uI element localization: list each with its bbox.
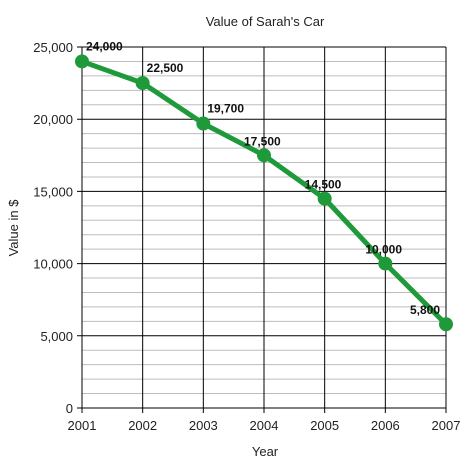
y-tick-label: 0 bbox=[66, 401, 73, 416]
y-tick-label: 25,000 bbox=[33, 40, 73, 55]
data-label: 22,500 bbox=[147, 61, 184, 75]
y-tick-label: 5,000 bbox=[40, 329, 73, 344]
data-label: 17,500 bbox=[244, 134, 281, 148]
data-point bbox=[378, 256, 393, 271]
y-tick-label: 20,000 bbox=[33, 112, 73, 127]
axis-ticks: 0 5,000 10,000 15,000 20,000 25,000 2001 2002 20… bbox=[33, 40, 460, 433]
chart-series bbox=[75, 54, 453, 332]
x-tick-label: 2005 bbox=[310, 418, 339, 433]
y-axis-label: Value in $ bbox=[6, 199, 21, 257]
x-axis-label: Year bbox=[252, 444, 279, 459]
x-tick-label: 2004 bbox=[250, 418, 279, 433]
data-label: 19,700 bbox=[207, 102, 244, 116]
x-tick-label: 2002 bbox=[128, 418, 157, 433]
chart-grid bbox=[77, 46, 447, 413]
x-tick-label: 2003 bbox=[189, 418, 218, 433]
data-label: 14,500 bbox=[305, 178, 342, 192]
data-point bbox=[75, 54, 89, 69]
data-point bbox=[439, 317, 453, 332]
data-point bbox=[317, 191, 332, 206]
x-tick-label: 2006 bbox=[371, 418, 400, 433]
chart-title: Value of Sarah's Car bbox=[206, 14, 325, 29]
data-label: 10,000 bbox=[365, 243, 402, 257]
y-tick-label: 10,000 bbox=[33, 257, 73, 272]
x-tick-label: 2007 bbox=[432, 418, 461, 433]
data-label: 5,800 bbox=[410, 303, 440, 317]
data-point bbox=[257, 148, 271, 163]
data-labels: 24,000 22,500 19,700 17,500 14,500 10,000 5,80… bbox=[86, 39, 440, 317]
x-tick-label: 2001 bbox=[68, 418, 97, 433]
data-label: 24,000 bbox=[86, 39, 123, 53]
data-point bbox=[196, 116, 211, 131]
data-point bbox=[135, 76, 150, 91]
y-tick-label: 15,000 bbox=[33, 184, 73, 199]
